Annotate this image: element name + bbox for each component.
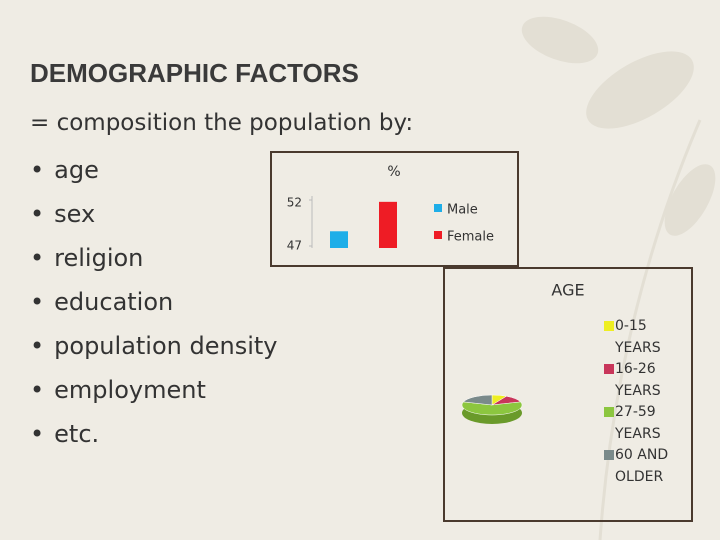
slide-title: DEMOGRAPHIC FACTORS (30, 58, 359, 88)
intro-text: = composition the population by: (30, 110, 414, 136)
bar (379, 201, 397, 248)
legend-label: 60 AND OLDER (615, 447, 669, 485)
legend-label: 27-59 YEARS (615, 404, 661, 442)
legend: 0-15 YEARS 16-26 YEARS 27-59 YEARS 60 AND O… (602, 316, 682, 488)
legend-item: 0-15 YEARS (602, 316, 682, 359)
bar (330, 231, 348, 248)
pie-chart-frame (443, 267, 693, 522)
chart-title: AGE (551, 281, 584, 300)
bar-chart-frame (270, 151, 519, 267)
bullet-list: agesexreligioneducationpopulation densit… (30, 151, 278, 459)
bullet-item: sex (30, 195, 278, 239)
legend-item: 60 AND OLDER (602, 445, 682, 488)
legend-swatch (434, 231, 442, 239)
legend-label: 0-15 YEARS (615, 318, 661, 356)
pie-slice (461, 401, 523, 416)
legend-label: Male (447, 203, 478, 218)
bullet-item: etc. (30, 415, 278, 459)
y-tick-label: 47 (287, 239, 302, 253)
legend-swatch (604, 364, 614, 374)
legend-label: 16-26 YEARS (615, 361, 661, 399)
legend-swatch (604, 321, 614, 331)
bullet-item: population density (30, 327, 277, 371)
y-tick-label: 52 (287, 196, 302, 210)
legend-label: Female (447, 230, 494, 245)
bullet-item: education (30, 283, 278, 327)
legend-swatch (604, 450, 614, 460)
bullet-item: employment (30, 371, 278, 415)
legend-item: 16-26 YEARS (602, 359, 682, 402)
legend-swatch (434, 204, 442, 212)
chart-title: % (387, 164, 400, 180)
legend-swatch (604, 407, 614, 417)
bullet-item: age (30, 151, 278, 195)
bullet-item: religion (30, 239, 278, 283)
pie-slice (462, 394, 493, 406)
legend-item: 27-59 YEARS (602, 402, 682, 445)
